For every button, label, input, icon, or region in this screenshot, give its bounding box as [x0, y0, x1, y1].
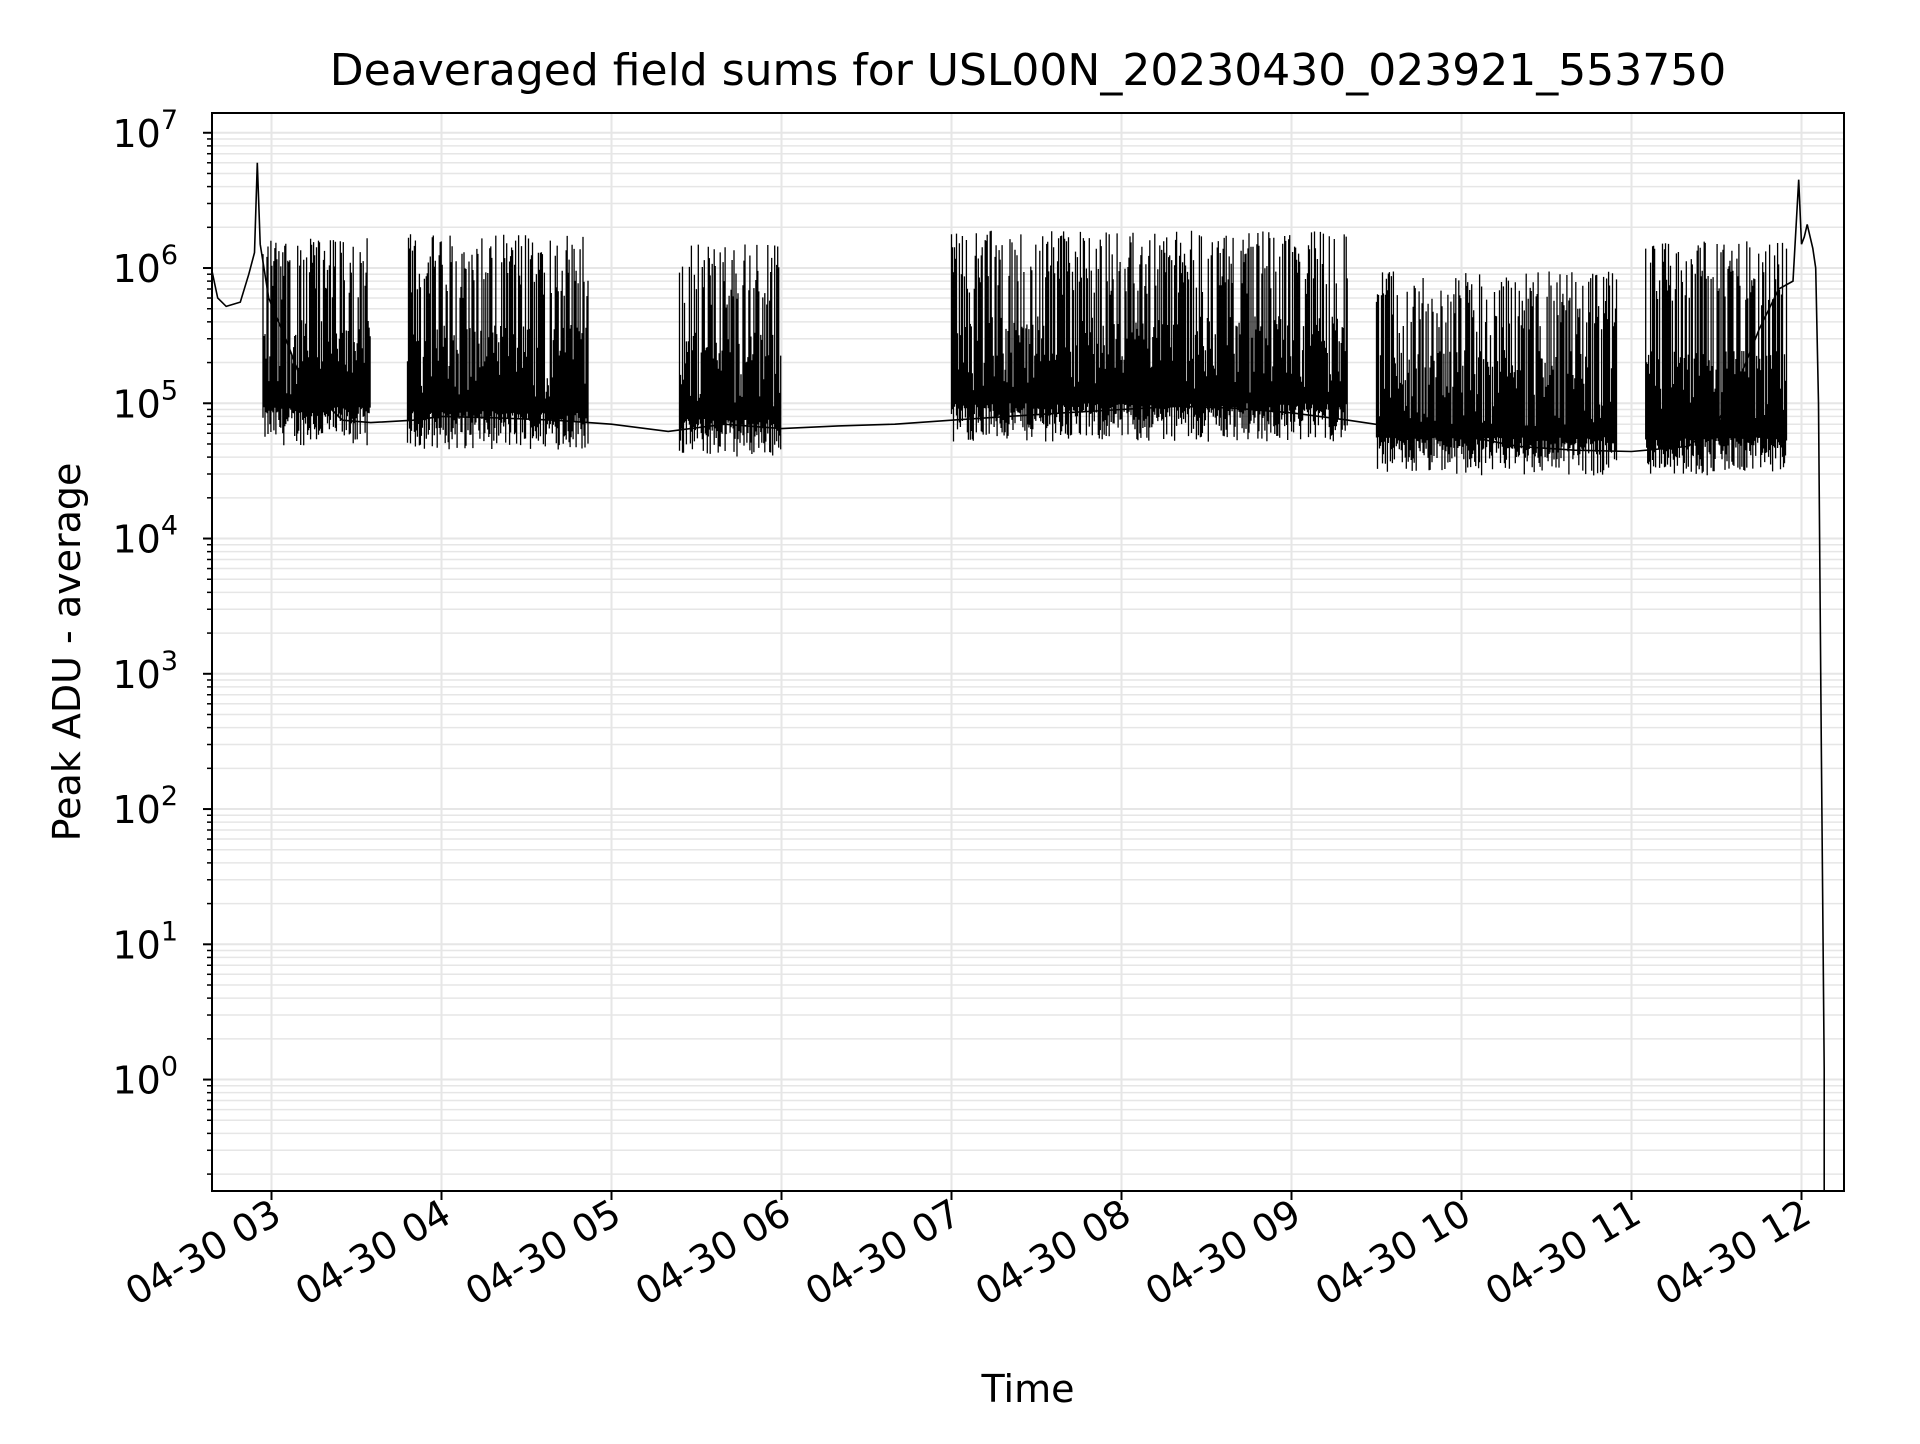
spike-burst — [678, 244, 782, 457]
spike-burst — [950, 230, 1348, 442]
y-tick-label: 105 — [112, 375, 178, 426]
spike-burst — [1375, 271, 1618, 476]
y-axis-label: Peak ADU - average — [45, 463, 89, 842]
plot-frame — [211, 112, 1845, 1192]
x-axis-label: Time — [981, 1367, 1075, 1411]
spike-burst — [406, 234, 589, 450]
y-tick-label: 104 — [112, 511, 178, 562]
y-tick-label: 102 — [112, 781, 178, 832]
y-tick-label: 106 — [112, 240, 178, 291]
spike-burst — [262, 238, 371, 446]
y-axis: 100 101 102 103 104 105 106 107 — [112, 105, 212, 1175]
y-tick-label: 107 — [112, 105, 178, 156]
series-layer — [212, 162, 1825, 1191]
y-tick-label: 101 — [112, 916, 178, 967]
y-tick-label: 100 — [112, 1052, 178, 1103]
chart-title: Deaveraged field sums for USL00N_2023043… — [330, 45, 1726, 96]
grid-lines — [212, 113, 1844, 1191]
y-tick-label: 103 — [112, 646, 178, 697]
spike-burst — [1645, 241, 1788, 476]
